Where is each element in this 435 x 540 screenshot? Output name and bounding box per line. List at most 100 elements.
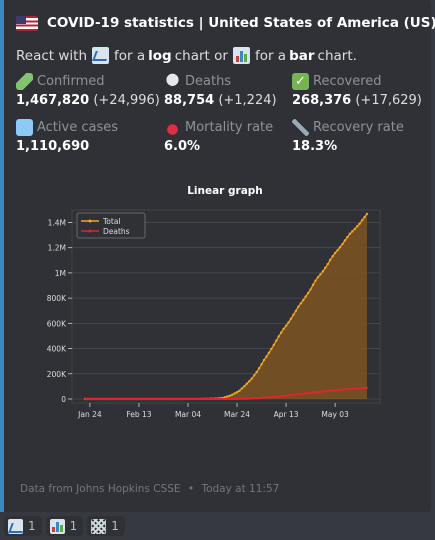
point-deaths bbox=[319, 390, 322, 393]
basketball-hoop-icon bbox=[91, 518, 107, 534]
point-deaths bbox=[292, 393, 295, 396]
point-deaths bbox=[167, 398, 170, 400]
drop-of-blood-icon bbox=[164, 119, 181, 136]
reaction-bar-chart[interactable]: 1 bbox=[45, 516, 84, 536]
point-deaths bbox=[110, 398, 113, 400]
point-deaths bbox=[115, 398, 118, 400]
point-deaths bbox=[267, 396, 270, 399]
point-total bbox=[260, 363, 263, 366]
point-total bbox=[287, 321, 290, 324]
point-deaths bbox=[245, 397, 248, 400]
y-tick-label: 1M bbox=[55, 269, 66, 278]
point-deaths bbox=[343, 388, 346, 391]
point-deaths bbox=[162, 398, 165, 400]
plot-frame bbox=[71, 209, 381, 404]
point-total bbox=[240, 387, 244, 390]
total-area bbox=[85, 213, 367, 399]
point-deaths bbox=[294, 393, 297, 396]
field-mortality-rate: Mortality rate 6.0% bbox=[164, 119, 274, 154]
point-deaths bbox=[211, 397, 214, 400]
point-deaths bbox=[86, 398, 89, 400]
point-total bbox=[353, 227, 356, 231]
syringe-icon bbox=[16, 73, 33, 90]
point-total bbox=[363, 215, 366, 219]
point-total bbox=[238, 389, 241, 392]
point-total bbox=[321, 270, 325, 273]
point-total bbox=[311, 283, 315, 287]
point-deaths bbox=[341, 388, 344, 391]
point-total bbox=[289, 317, 293, 320]
point-deaths bbox=[363, 386, 366, 389]
bar-chart-icon bbox=[49, 518, 65, 534]
legend-label: Deaths bbox=[103, 227, 130, 236]
x-tick-label: Feb 13 bbox=[126, 410, 151, 419]
point-deaths bbox=[326, 390, 329, 393]
point-deaths bbox=[218, 397, 221, 400]
point-deaths bbox=[248, 397, 251, 400]
point-deaths bbox=[238, 397, 241, 400]
x-tick-label: Mar 04 bbox=[175, 410, 201, 419]
point-deaths bbox=[88, 398, 91, 400]
reaction-chart-increasing[interactable]: 1 bbox=[4, 516, 42, 536]
point-total bbox=[326, 262, 329, 266]
point-total bbox=[228, 394, 231, 397]
point-deaths bbox=[155, 398, 158, 400]
point-total bbox=[306, 291, 310, 295]
us-flag-icon bbox=[16, 15, 38, 31]
point-deaths bbox=[321, 390, 324, 393]
point-total bbox=[355, 225, 359, 228]
x-tick-label: Jan 24 bbox=[77, 410, 102, 419]
point-deaths bbox=[128, 398, 131, 400]
legend-marker bbox=[88, 219, 92, 223]
point-total bbox=[299, 302, 302, 305]
reaction-basketball-hoop[interactable]: 1 bbox=[87, 516, 125, 536]
check-mark-icon: ✓ bbox=[292, 73, 309, 90]
point-deaths bbox=[164, 398, 167, 400]
point-total bbox=[319, 273, 322, 276]
x-tick-label: May 03 bbox=[321, 410, 349, 419]
point-total bbox=[233, 392, 236, 395]
point-deaths bbox=[133, 398, 136, 400]
y-tick-label: 400K bbox=[47, 345, 67, 354]
point-deaths bbox=[209, 397, 212, 400]
point-deaths bbox=[179, 397, 182, 400]
point-deaths bbox=[231, 397, 234, 400]
embed-description: React with for a log chart or for a bar … bbox=[16, 47, 357, 64]
point-deaths bbox=[182, 397, 185, 400]
point-total bbox=[277, 335, 280, 338]
point-deaths bbox=[194, 397, 197, 400]
point-deaths bbox=[226, 397, 229, 400]
point-deaths bbox=[324, 390, 327, 393]
y-tick-label: 800K bbox=[47, 294, 67, 303]
point-deaths bbox=[334, 389, 337, 392]
point-total bbox=[314, 279, 317, 282]
y-tick-label: 1.4M bbox=[48, 218, 66, 227]
point-deaths bbox=[169, 398, 172, 400]
point-total bbox=[223, 396, 226, 399]
field-confirmed: Confirmed 1,467,820 (+24,996) bbox=[16, 73, 160, 108]
point-deaths bbox=[221, 397, 224, 400]
point-deaths bbox=[304, 392, 307, 395]
point-total bbox=[351, 230, 354, 233]
point-total bbox=[304, 295, 307, 298]
point-deaths bbox=[191, 397, 194, 400]
point-deaths bbox=[223, 397, 226, 400]
point-deaths bbox=[98, 398, 101, 400]
point-deaths bbox=[297, 393, 300, 396]
skull-crossbones-icon bbox=[164, 73, 181, 90]
legend-label: Total bbox=[102, 217, 121, 226]
point-deaths bbox=[346, 388, 349, 391]
point-deaths bbox=[152, 398, 155, 400]
legend-box bbox=[76, 212, 146, 239]
point-total bbox=[235, 391, 239, 394]
point-deaths bbox=[336, 389, 339, 392]
point-total bbox=[302, 298, 305, 302]
point-total bbox=[341, 242, 344, 246]
point-deaths bbox=[287, 394, 290, 397]
point-deaths bbox=[243, 397, 246, 400]
point-deaths bbox=[160, 398, 163, 400]
point-deaths bbox=[196, 397, 199, 400]
point-total bbox=[331, 254, 334, 258]
point-deaths bbox=[260, 396, 263, 399]
point-total bbox=[270, 347, 273, 351]
